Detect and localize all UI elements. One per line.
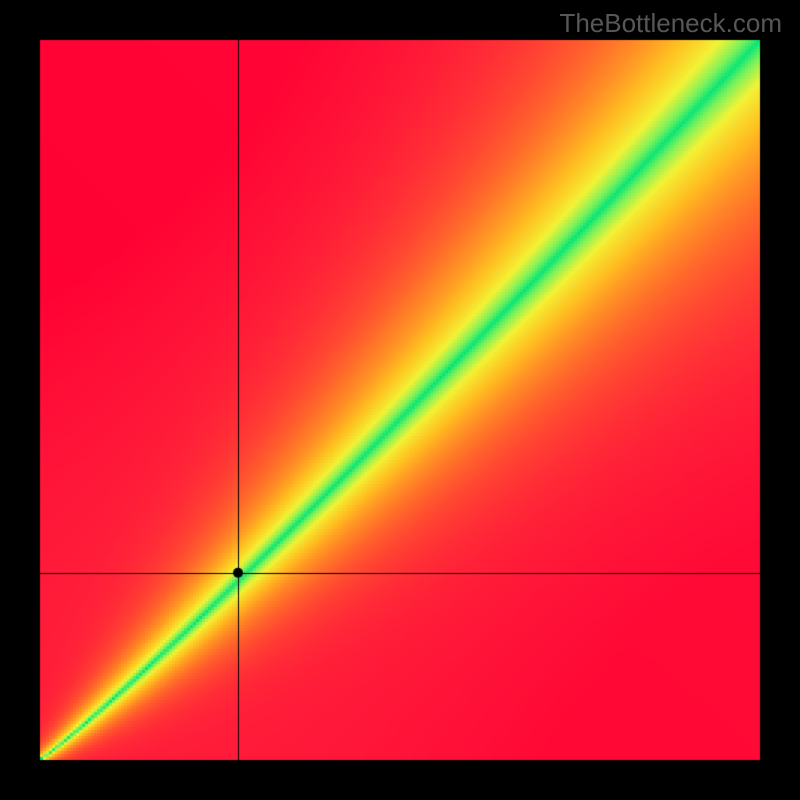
watermark-text: TheBottleneck.com xyxy=(559,8,782,39)
bottleneck-heatmap xyxy=(0,0,800,800)
chart-container: TheBottleneck.com xyxy=(0,0,800,800)
